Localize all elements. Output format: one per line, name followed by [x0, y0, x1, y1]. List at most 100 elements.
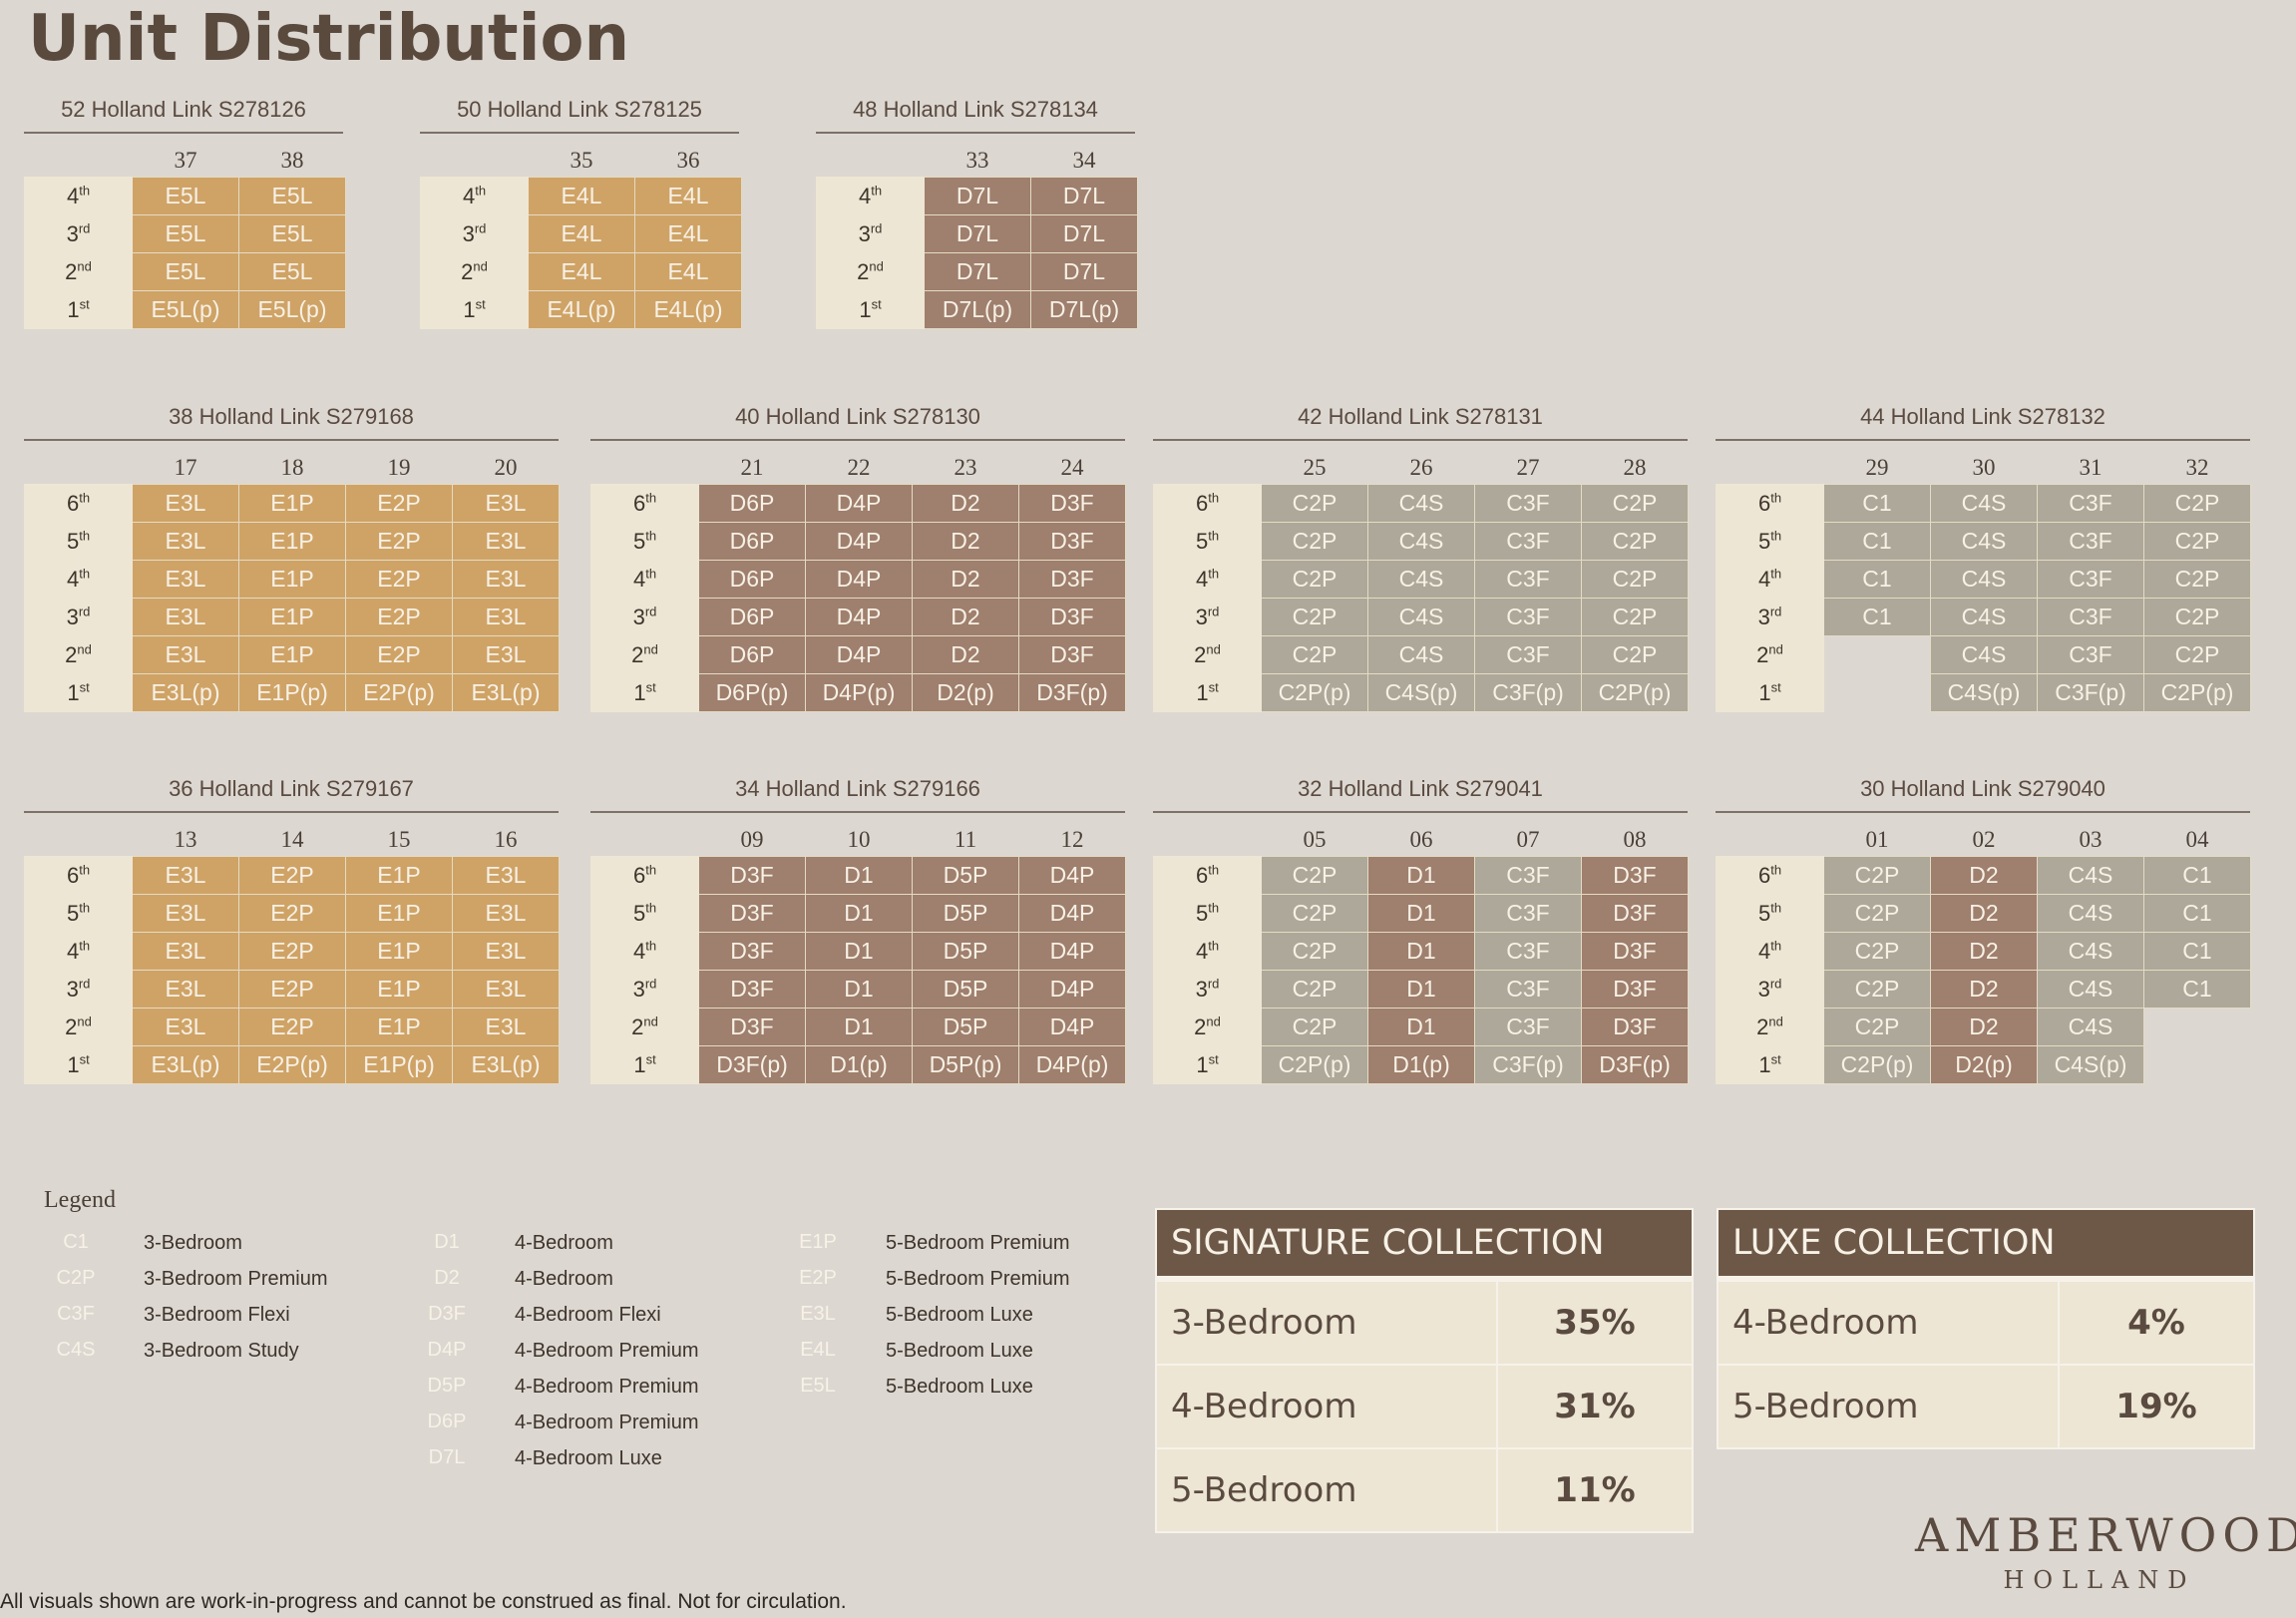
floor-label: 2nd	[24, 635, 133, 674]
legend-item: D4P 4-Bedroom Premium	[395, 1333, 699, 1369]
corner-cell	[591, 441, 699, 485]
unit-cell: E4L(p)	[634, 290, 742, 329]
floor-number: 6	[66, 862, 80, 888]
floor-number: 3	[858, 220, 871, 246]
unit-cell: E3L	[132, 856, 239, 895]
floor-number: 1	[633, 679, 646, 705]
building-block: 38 Holland Link S279168 17 18 19 20 6th E3L E1P…	[24, 395, 560, 712]
legend-label: 4-Bedroom	[515, 1267, 613, 1290]
unit-cell: C4S(p)	[1367, 673, 1475, 712]
unit-cell: C4S(p)	[2037, 1045, 2144, 1084]
unit-cell: D7L	[924, 252, 1031, 291]
unit-number: 21	[740, 455, 764, 480]
unit-cell: D2	[912, 484, 1019, 523]
floor-row: 3rd E4L E4L	[420, 214, 742, 253]
legend-item: E4L 5-Bedroom Luxe	[766, 1333, 1070, 1369]
floor-suffix: th	[1770, 528, 1782, 544]
unit-cell: E3L	[452, 635, 560, 674]
unit-number: 06	[1409, 827, 1433, 852]
collection-row-pct: 11%	[1554, 1470, 1636, 1510]
building-name: 50 Holland Link S278125	[420, 88, 739, 134]
unit-cell: D3F	[1018, 598, 1126, 636]
unit-cell: C1	[1823, 484, 1931, 523]
building-block: 50 Holland Link S278125 35 36 4th E4L E4L 3rd E…	[420, 88, 742, 329]
legend-item: D5P 4-Bedroom Premium	[395, 1369, 699, 1405]
unit-grid: 05 06 07 08 6th C2P D1 C3F D3F 5th C2P D1 C3F D3F 4th C…	[1153, 813, 1689, 1084]
floor-label: 5th	[590, 522, 699, 561]
floor-suffix: st	[475, 296, 486, 312]
floor-row: 6th C2P C4S C3F C2P	[1153, 484, 1689, 523]
unit-cell: C2P	[2143, 522, 2251, 561]
floor-number: 4	[858, 183, 872, 208]
unit-cell: C1	[1823, 598, 1931, 636]
floor-label: 6th	[1153, 856, 1262, 895]
building-name: 40 Holland Link S278130	[590, 395, 1125, 441]
floor-suffix: st	[79, 679, 90, 695]
unit-number: 19	[387, 455, 411, 480]
floor-label: 6th	[1153, 484, 1262, 523]
unit-grid: 29 30 31 32 6th C1 C4S C3F C2P 5th C1 C4S C3F C2P 4th C…	[1716, 441, 2251, 712]
floor-row: 4th E3L E1P E2P E3L	[24, 560, 560, 599]
floor-suffix: st	[1208, 1051, 1219, 1067]
unit-cell: D3F	[1018, 560, 1126, 599]
unit-cell: C3F	[1474, 856, 1582, 895]
floor-row: 5th C2P C4S C3F C2P	[1153, 522, 1689, 561]
floor-label: 3rd	[1153, 970, 1262, 1009]
unit-cell: D4P	[1018, 856, 1126, 895]
floor-suffix: th	[79, 566, 91, 582]
legend-swatch: E3L	[766, 1297, 870, 1333]
unit-cell: E4L	[634, 214, 742, 253]
legend-item: C2P 3-Bedroom Premium	[24, 1261, 328, 1297]
collection-row-type: 5-Bedroom	[1157, 1449, 1498, 1531]
floor-number: 2	[65, 641, 78, 667]
unit-number: 35	[570, 148, 593, 173]
unit-number: 07	[1516, 827, 1540, 852]
floor-number: 1	[1196, 679, 1209, 705]
unit-cell: C4S	[1930, 635, 2038, 674]
floor-number: 4	[632, 566, 646, 592]
floor-number: 2	[461, 258, 474, 284]
legend-label: 4-Bedroom Flexi	[515, 1303, 661, 1326]
floor-label: 3rd	[590, 598, 699, 636]
floor-label: 5th	[24, 894, 133, 933]
floor-number: 2	[1194, 641, 1207, 667]
collection-row-type: 4-Bedroom	[1157, 1366, 1498, 1447]
legend-swatch: E5L	[766, 1369, 870, 1405]
legend-label: 4-Bedroom	[515, 1231, 613, 1254]
floor-suffix: rd	[78, 604, 91, 619]
unit-cell: D3F	[1581, 856, 1689, 895]
floor-number: 4	[462, 183, 476, 208]
floor-number: 5	[1757, 900, 1771, 926]
unit-cell: C4S	[2037, 970, 2144, 1009]
unit-cell: C2P	[1823, 1008, 1931, 1046]
unit-cell: E3L	[452, 932, 560, 971]
floor-number: 1	[67, 296, 80, 322]
floor-number: 3	[632, 604, 645, 629]
building-block: 34 Holland Link S279166 09 10 11 12 6th D3F D1 D…	[590, 767, 1126, 1084]
unit-cell: E1P	[238, 522, 346, 561]
unit-number: 25	[1303, 455, 1327, 480]
floor-row: 3rd E3L E2P E1P E3L	[24, 970, 560, 1009]
floor-number: 3	[66, 604, 79, 629]
unit-grid: 25 26 27 28 6th C2P C4S C3F C2P 5th C2P C4S C3F C2P 4t…	[1153, 441, 1689, 712]
unit-cell: D6P	[698, 484, 806, 523]
floor-row: 2nd C2P D1 C3F D3F	[1153, 1008, 1689, 1046]
floor-suffix: rd	[644, 976, 657, 992]
unit-cell: D5P(p)	[912, 1045, 1019, 1084]
unit-cell: D5P	[912, 932, 1019, 971]
unit-cell: E3L	[132, 970, 239, 1009]
unit-cell: C3F(p)	[1474, 673, 1582, 712]
unit-cell: D1	[1367, 970, 1475, 1009]
unit-grid: 01 02 03 04 6th C2P D2 C4S C1 5th C2P D2 C4S C1 4th C2P…	[1716, 813, 2251, 1084]
floor-row: 1st C4S(p) C3F(p) C2P(p)	[1716, 673, 2251, 712]
floor-suffix: th	[645, 490, 657, 506]
unit-number: 24	[1060, 455, 1084, 480]
floor-number: 5	[632, 528, 646, 554]
floor-label: 4th	[24, 932, 133, 971]
floor-suffix: nd	[1768, 641, 1783, 657]
unit-cell: C4S	[1930, 598, 2038, 636]
unit-cell: D2	[1930, 856, 2038, 895]
unit-cell: C3F	[2037, 560, 2144, 599]
floor-suffix: st	[1770, 679, 1781, 695]
floor-number: 3	[1195, 976, 1208, 1002]
